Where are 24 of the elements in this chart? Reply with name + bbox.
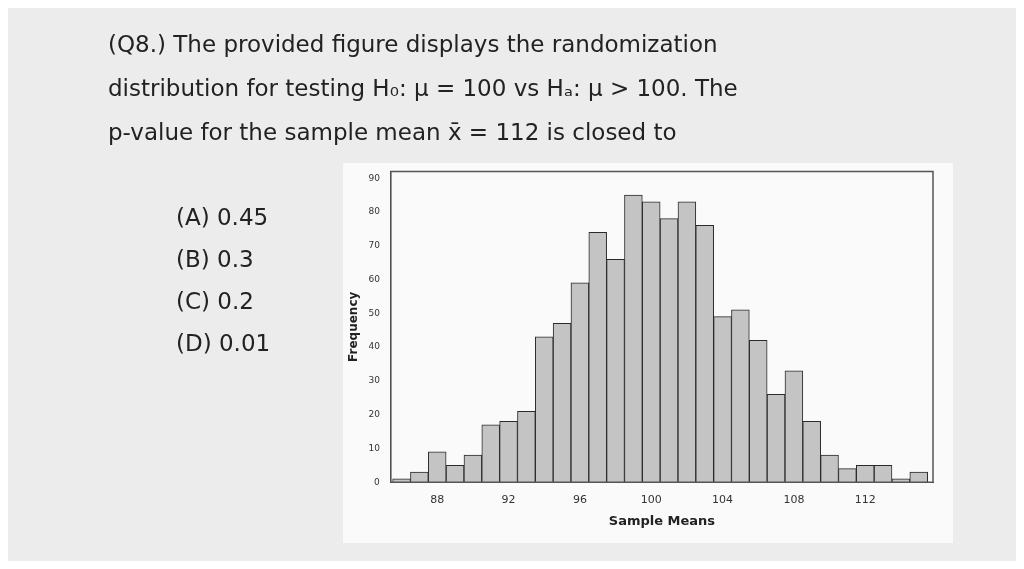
- text: (C) 0.2: [176, 287, 255, 316]
- x-axis-title: Sample Means: [608, 512, 716, 528]
- x-tick-label: 112: [854, 492, 876, 506]
- y-tick-label: 80: [368, 206, 381, 217]
- y-tick-label: 70: [368, 240, 381, 251]
- y-tick-label: 50: [368, 307, 381, 318]
- y-tick-label: 30: [368, 375, 381, 386]
- y-axis-title: Frequency: [346, 291, 361, 362]
- text: (B) 0.3: [176, 245, 255, 274]
- y-tick-label: 20: [368, 408, 381, 419]
- x-tick-label: 108: [783, 492, 805, 506]
- x-tick-label: 104: [712, 492, 734, 506]
- y-tick-label: 40: [368, 341, 381, 352]
- text: (A) 0.45: [176, 203, 270, 232]
- text: (D) 0.01: [176, 329, 271, 358]
- y-tick-label: 90: [368, 172, 381, 183]
- y-tick-label: 10: [368, 442, 381, 453]
- y-tick-label: 60: [368, 273, 381, 284]
- y-tick-label: 0: [374, 476, 381, 487]
- x-tick-label: 100: [640, 492, 662, 506]
- x-tick-label: 88: [430, 492, 445, 506]
- x-tick-label: 92: [501, 492, 516, 506]
- x-tick-label: 96: [572, 492, 587, 506]
- chart-title: (Q8.) The provided figure displays the randomization distribution for testing H₀: μ = 100 vs Hₐ: μ > 100. The p-value for the sample mean x̄ = 112 is closed to: [108, 30, 739, 147]
